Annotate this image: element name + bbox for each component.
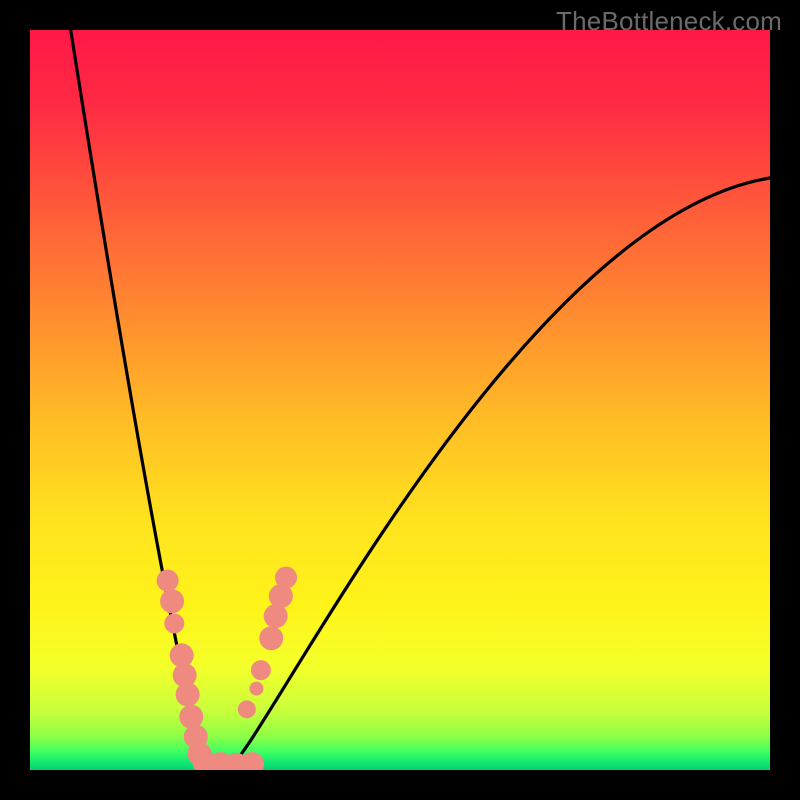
plot-area — [30, 30, 770, 770]
marker-point — [179, 705, 203, 729]
marker-point — [160, 589, 184, 613]
marker-point — [249, 682, 263, 696]
marker-point — [275, 567, 297, 589]
plot-svg — [30, 30, 770, 770]
marker-point — [164, 613, 184, 633]
marker-point — [238, 700, 256, 718]
marker-point — [157, 570, 179, 592]
watermark-text: TheBottleneck.com — [556, 6, 782, 37]
marker-point — [251, 660, 271, 680]
chart-container: TheBottleneck.com — [0, 0, 800, 800]
marker-point — [259, 626, 283, 650]
marker-point — [264, 604, 288, 628]
marker-point — [176, 683, 200, 707]
gradient-background — [30, 30, 770, 770]
